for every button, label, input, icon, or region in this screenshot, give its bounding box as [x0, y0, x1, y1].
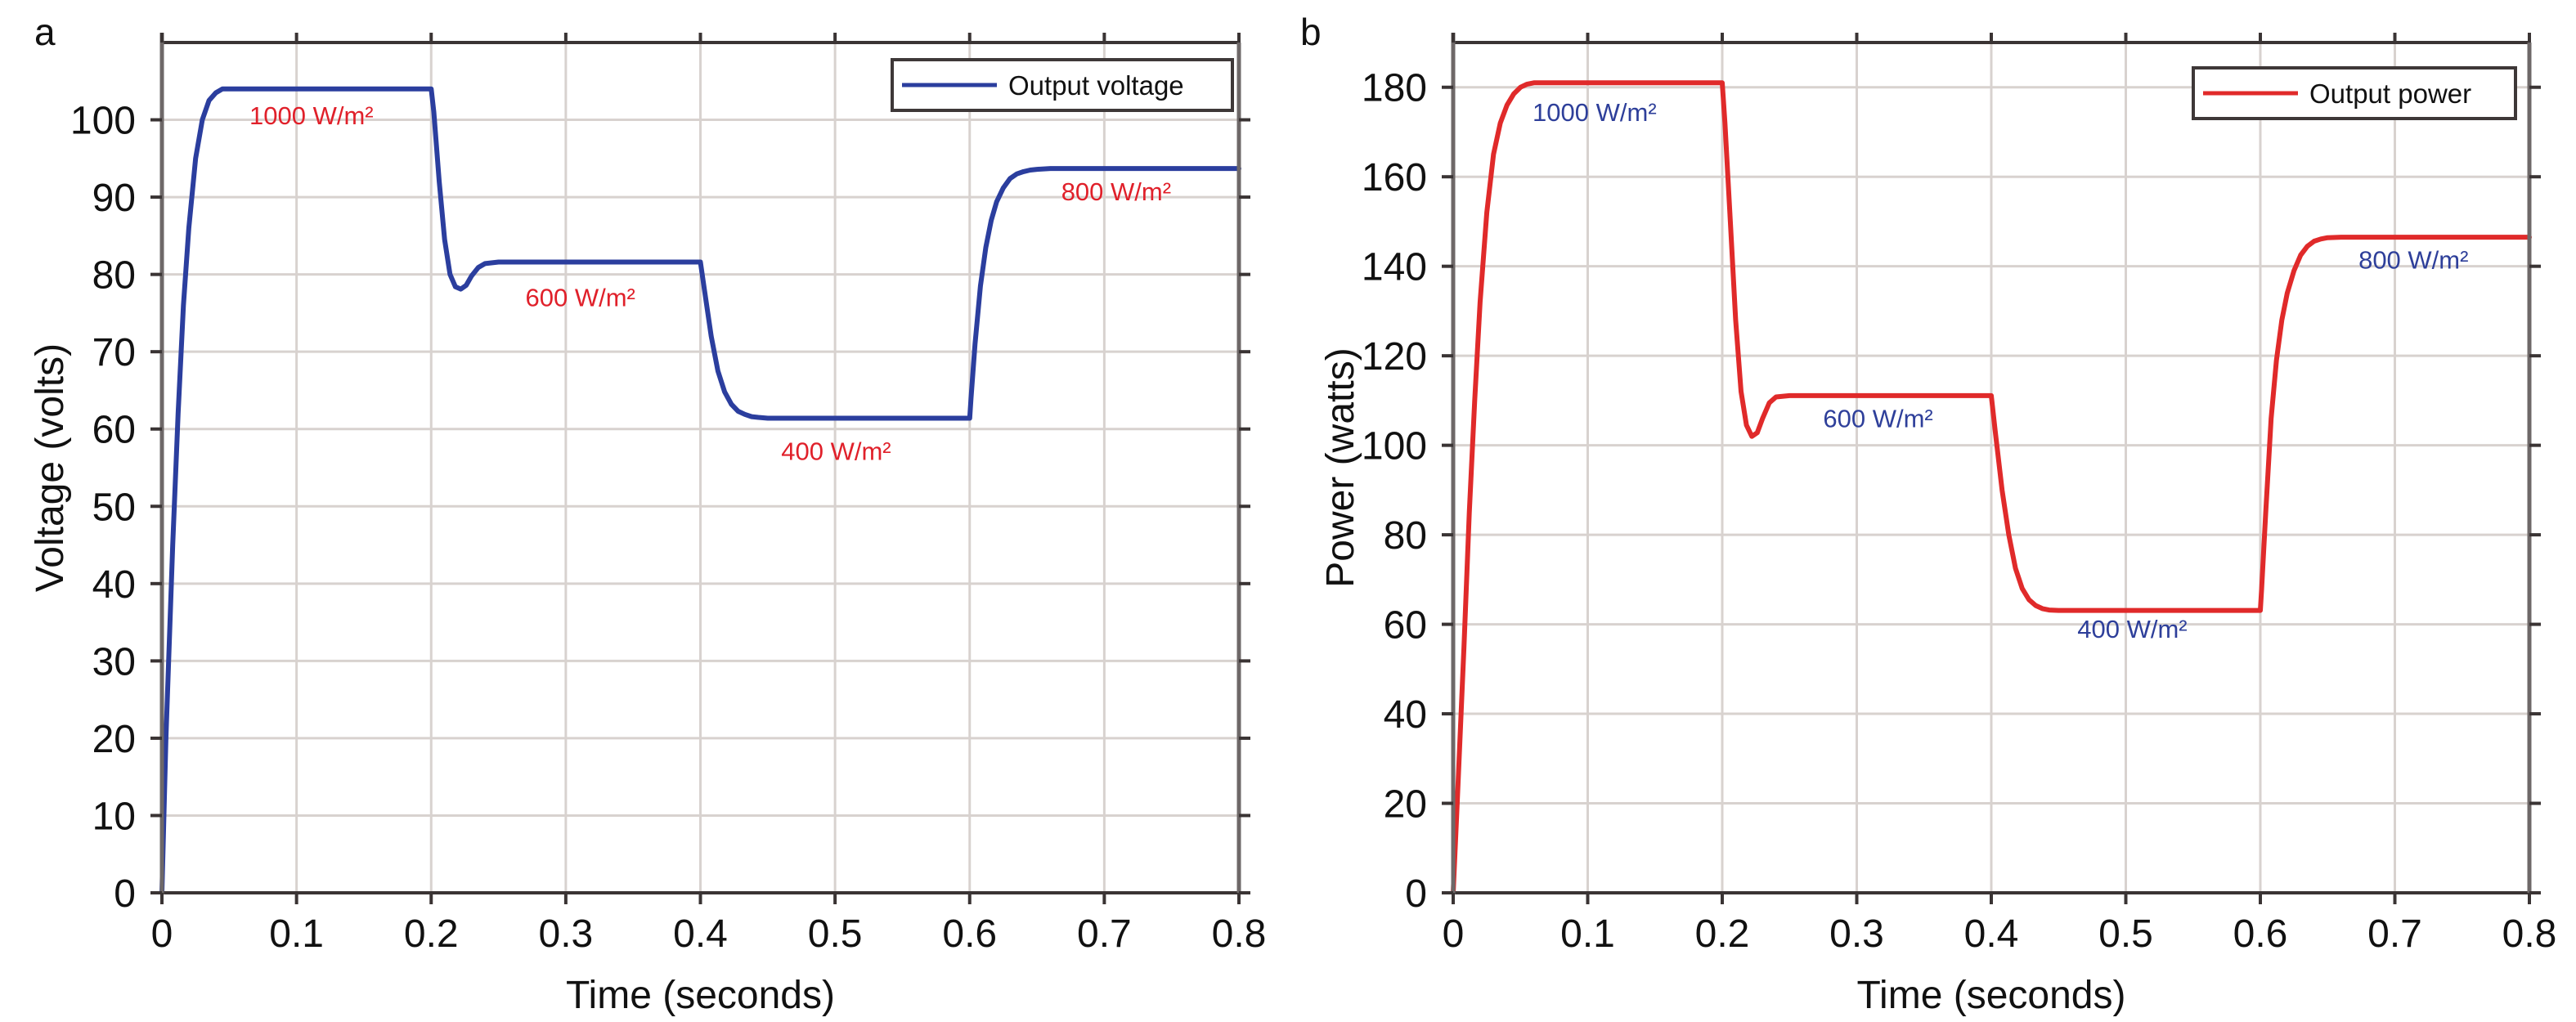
x-tick-label: 0.4	[673, 912, 728, 956]
y-tick-label: 120	[1362, 335, 1427, 379]
series-line-1	[159, 86, 1241, 895]
x-tick-label: 0.8	[2502, 912, 2557, 956]
x-tick-label: 0.6	[942, 912, 997, 956]
y-tick-label: 0	[1405, 872, 1427, 916]
legend-label: Output voltage	[1008, 70, 1184, 101]
x-tick-label: 0.7	[1077, 912, 1132, 956]
x-axis-title: Time (seconds)	[566, 974, 835, 1017]
x-tick-label: 0.7	[2367, 912, 2422, 956]
y-tick-label: 60	[1384, 604, 1427, 648]
x-tick-label: 0	[1443, 912, 1465, 956]
legend-label: Output power	[2309, 78, 2471, 109]
panel-b-power: b 0 0.1 0.2 0.3 0.4 0.5 0.6 0.7 0.8 0 20 40 60 80 100 12…	[1300, 11, 2556, 1017]
y-tick-label: 70	[92, 331, 136, 374]
y-tick-label: 80	[92, 254, 136, 298]
y-tick-label: 160	[1362, 156, 1427, 199]
x-tick-label: 0.3	[1829, 912, 1884, 956]
irradiance-label: 400 W/m²	[2077, 615, 2187, 643]
x-tick-label: 0.1	[269, 912, 324, 956]
legend: Output voltage	[891, 58, 1234, 112]
x-tick-label: 0.8	[1212, 912, 1267, 956]
y-tick-label: 60	[92, 409, 136, 452]
y-tick-label: 80	[1384, 514, 1427, 558]
y-tick-label: 40	[92, 563, 136, 607]
x-tick-label: 0.3	[539, 912, 594, 956]
gridlines	[1453, 43, 2529, 893]
x-tick-label: 0.2	[404, 912, 459, 956]
panel-a-voltage: a 0 0.1 0.2 0.3 0.4 0.5 0.6 0.7 0.8 0 10 20 30 40 50 60 7…	[29, 11, 1266, 1017]
x-tick-label: 0.5	[2098, 912, 2153, 956]
irradiance-label: 400 W/m²	[781, 437, 891, 466]
x-tick-label: 0.1	[1560, 912, 1615, 956]
panel-letter: b	[1300, 11, 1322, 53]
y-tick-label: 10	[92, 795, 136, 838]
y-axis-title: Voltage (volts)	[29, 343, 72, 592]
x-tick-label: 0.2	[1695, 912, 1750, 956]
irradiance-label: 1000 W/m²	[249, 101, 374, 130]
x-tick-label: 0	[151, 912, 173, 956]
irradiance-label: 600 W/m²	[1823, 405, 1932, 433]
irradiance-label: 600 W/m²	[525, 283, 635, 312]
y-tick-label: 50	[92, 486, 136, 529]
x-tick-label: 0.6	[2233, 912, 2288, 956]
series-line-1	[1451, 80, 2532, 895]
y-tick-label: 100	[1362, 425, 1427, 468]
y-tick-label: 30	[92, 640, 136, 684]
y-tick-label: 90	[92, 177, 136, 220]
y-tick-label: 20	[1384, 783, 1427, 827]
irradiance-label: 800 W/m²	[1061, 177, 1171, 206]
panel-letter: a	[34, 11, 56, 53]
x-tick-label: 0.5	[808, 912, 863, 956]
y-tick-label: 180	[1362, 67, 1427, 110]
y-tick-label: 140	[1362, 246, 1427, 289]
y-tick-label: 100	[70, 100, 136, 143]
x-tick-label: 0.4	[1964, 912, 2019, 956]
x-axis-title: Time (seconds)	[1857, 974, 2126, 1017]
y-axis-title: Power (watts)	[1319, 347, 1362, 587]
legend: Output power	[2192, 66, 2517, 120]
irradiance-label: 800 W/m²	[2358, 245, 2468, 274]
y-tick-label: 0	[114, 872, 136, 916]
y-tick-label: 20	[92, 718, 136, 761]
irradiance-label: 1000 W/m²	[1533, 98, 1657, 127]
y-tick-label: 40	[1384, 693, 1427, 737]
